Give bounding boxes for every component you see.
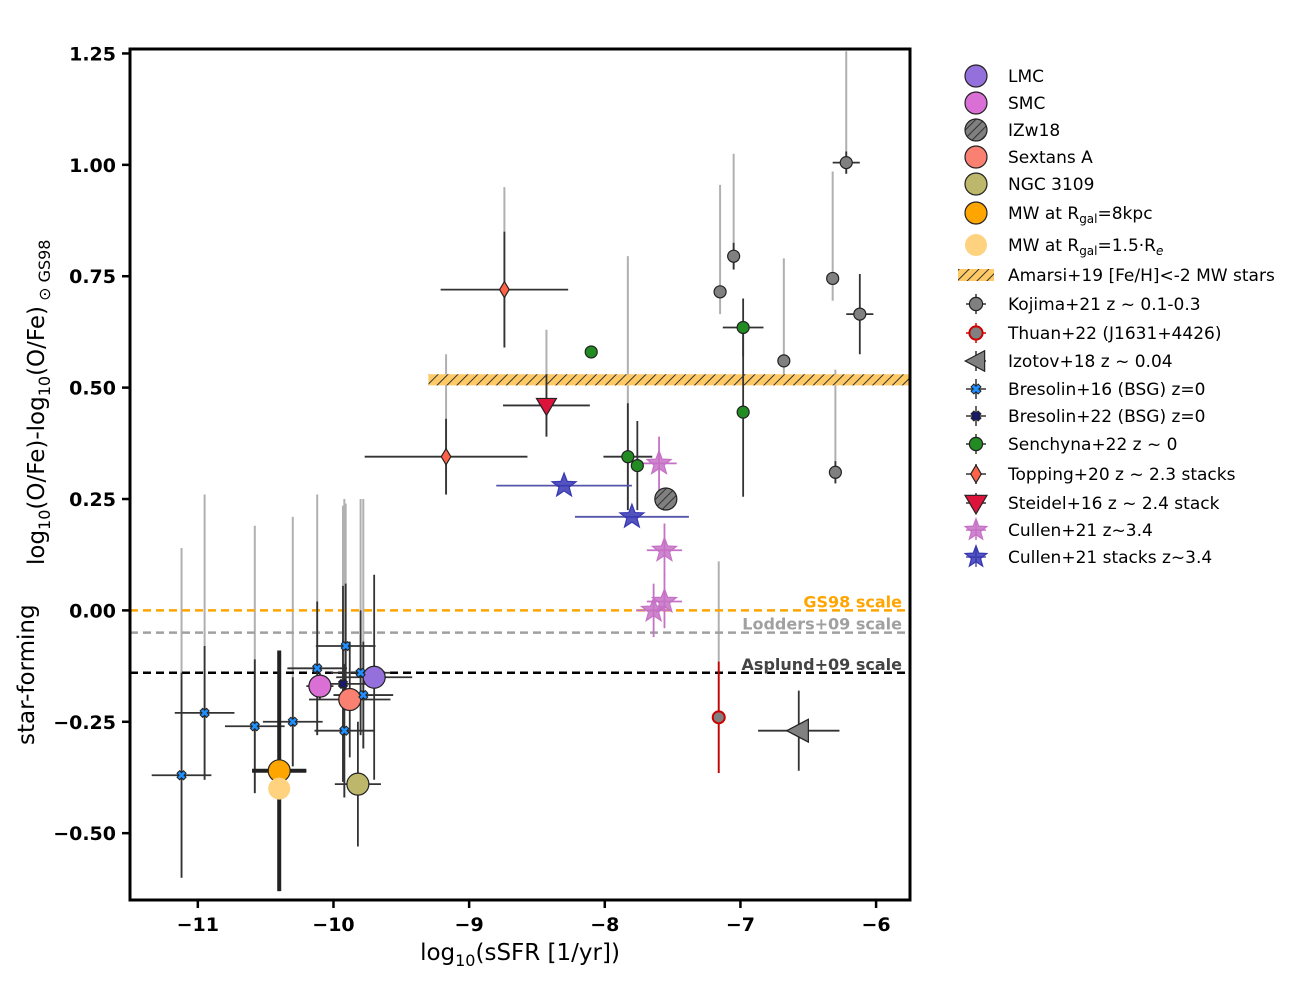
legend-symbol [964, 172, 988, 196]
x-tick-label: −9 [455, 914, 484, 936]
legend-label: Topping+20 z ~ 2.3 stacks [1007, 465, 1236, 485]
legend-symbol [970, 410, 982, 422]
data-point-kojima-21-z-0-1-0-3 [828, 465, 842, 479]
data-point-kojima-21-z-0-1-0-3 [853, 307, 867, 321]
legend-label: MW at Rgal=1.5·Re [1008, 236, 1163, 258]
data-point-topping-20-z-2-3-stacks [498, 280, 510, 299]
legend-label: Cullen+21 stacks z~3.4 [1008, 548, 1212, 568]
x-tick-label: −7 [726, 914, 755, 936]
data-point-lmc [362, 665, 386, 689]
data-point-bresolin-22-bsg-z-0 [337, 678, 349, 690]
legend-symbol [963, 349, 986, 373]
y-tick-label: 0.00 [69, 600, 116, 622]
data-point-cullen-21-z-3-4 [640, 596, 668, 622]
legend-label: Bresolin+22 (BSG) z=0 [1008, 407, 1205, 427]
data-point-cullen-21-z-3-4 [650, 535, 679, 562]
y-tick-label: 1.00 [69, 155, 116, 177]
data-point-mw-at-r-gal-1-5-r-e [268, 777, 291, 800]
data-point-bresolin-16-bsg-z-0 [176, 770, 187, 781]
x-tick-label: −6 [862, 914, 891, 936]
legend-label: Izotov+18 z ~ 0.04 [1008, 352, 1173, 372]
data-point-cullen-21-z-3-4 [645, 449, 673, 475]
data-point-kojima-21-z-0-1-0-3 [777, 354, 791, 368]
legend-symbol [964, 64, 988, 88]
legend-symbol [970, 383, 982, 395]
data-point-izotov-18-z-0-04 [785, 718, 809, 744]
data-point-bresolin-16-bsg-z-0 [355, 667, 366, 678]
legend-symbol [968, 296, 984, 312]
data-point-kojima-21-z-0-1-0-3 [839, 156, 853, 170]
data-point-cullen-21-stacks-z-3-4 [618, 502, 646, 529]
y-tick-label: 1.25 [69, 43, 116, 65]
ref-line-label: Asplund+09 scale [742, 655, 903, 674]
data-point-senchyna-22-z-0 [736, 405, 750, 419]
legend-label: Amarsi+19 [Fe/H]<-2 MW stars [1008, 266, 1275, 286]
data-point-senchyna-22-z-0 [736, 320, 750, 335]
data-point-bresolin-16-bsg-z-0 [199, 707, 210, 719]
data-point-bresolin-16-bsg-z-0 [340, 640, 351, 652]
ref-line-label: GS98 scale [803, 592, 902, 611]
legend-symbol [965, 234, 987, 256]
legend-label: LMC [1008, 67, 1044, 87]
legend-label: Steidel+16 z ~ 2.4 stack [1008, 494, 1220, 514]
legend-swatch [958, 269, 994, 281]
data-point-topping-20-z-2-3-stacks [440, 447, 452, 466]
legend-label: Sextans A [1008, 148, 1093, 168]
legend-symbol [968, 325, 984, 341]
data-point-senchyna-22-z-0 [621, 450, 635, 464]
y-axis-extra-label: star-forming [14, 604, 40, 745]
legend-symbol [963, 543, 989, 568]
data-point-thuan-22-j1631-4426 [711, 710, 726, 725]
legend-label: Senchyna+22 z ~ 0 [1008, 435, 1177, 455]
data-point-bresolin-16-bsg-z-0 [249, 721, 261, 732]
data-point-senchyna-22-z-0 [584, 345, 598, 359]
ref-line-label: Lodders+09 scale [742, 615, 902, 634]
y-axis-label: log10(O/Fe)-log10(O/Fe) ⊙ GS98 [24, 240, 54, 566]
legend-label: MW at Rgal=8kpc [1008, 204, 1153, 226]
legend-label: NGC 3109 [1008, 175, 1094, 195]
x-tick-label: −11 [177, 914, 219, 936]
data-point-smc [308, 674, 332, 698]
legend-symbol [970, 464, 982, 484]
legend-symbol [964, 118, 988, 142]
data-point-senchyna-22-z-0 [630, 458, 644, 473]
legend-symbol [964, 201, 988, 225]
legend-label: Bresolin+16 (BSG) z=0 [1008, 380, 1205, 400]
y-tick-label: −0.50 [53, 823, 116, 845]
data-point-kojima-21-z-0-1-0-3 [826, 271, 840, 286]
data-point-ngc-3109 [346, 772, 370, 796]
data-point-steidel-16-z-2-4-stack [535, 397, 558, 417]
x-tick-label: −8 [590, 914, 619, 936]
x-axis-label: log10(sSFR [1/yr]) [420, 940, 620, 970]
legend-label: IZw18 [1008, 121, 1060, 141]
legend-label: Cullen+21 z~3.4 [1008, 521, 1153, 541]
data-point-sextans-a [338, 687, 362, 712]
legend-symbol [964, 145, 988, 169]
legend-label: SMC [1008, 94, 1045, 114]
legend: LMC SMC IZw18 Sextans A NGC 3109 MW at Rgal=8… [958, 64, 1275, 568]
legend-symbol [963, 516, 989, 541]
data-point-kojima-21-z-0-1-0-3 [727, 249, 741, 263]
y-tick-label: 0.75 [69, 266, 116, 288]
data-point-bresolin-16-bsg-z-0 [287, 716, 298, 727]
y-tick-label: 0.25 [69, 489, 116, 511]
y-tick-label: −0.25 [53, 712, 116, 734]
legend-symbol [963, 494, 989, 516]
data-point-bresolin-16-bsg-z-0 [311, 663, 323, 674]
y-tick-label: 0.50 [69, 378, 116, 400]
legend-label: Thuan+22 (J1631+4426) [1007, 324, 1221, 344]
data-point-bresolin-16-bsg-z-0 [339, 725, 350, 736]
data-point-kojima-21-z-0-1-0-3 [713, 285, 727, 299]
legend-symbol [964, 91, 988, 115]
x-tick-label: −10 [312, 914, 354, 936]
legend-symbol [968, 436, 984, 452]
data-point-bresolin-16-bsg-z-0 [358, 689, 369, 701]
data-point-izw18 [654, 487, 678, 511]
plot-frame [128, 47, 912, 902]
amarsi-band [428, 374, 910, 386]
legend-label: Kojima+21 z ~ 0.1-0.3 [1008, 295, 1201, 315]
data-point-cullen-21-stacks-z-3-4 [550, 471, 578, 498]
